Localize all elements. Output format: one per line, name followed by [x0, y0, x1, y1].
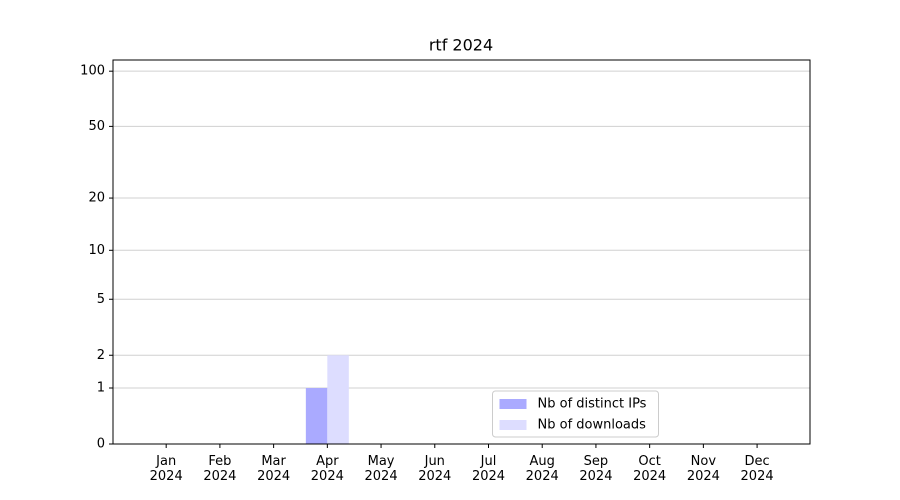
- y-tick-label: 20: [88, 191, 105, 206]
- y-tick-label: 0: [97, 437, 105, 452]
- x-tick-label: Jun 2024: [418, 454, 451, 484]
- y-tick-label: 100: [80, 64, 105, 79]
- legend-frame: [492, 390, 659, 438]
- legend: Nb of distinct IPs Nb of downloads: [492, 390, 659, 438]
- x-tick-label: Sep 2024: [579, 454, 612, 484]
- x-tick-label: Jul 2024: [472, 454, 505, 484]
- legend-label: Nb of distinct IPs: [538, 397, 647, 412]
- x-tick-label: Jan 2024: [150, 454, 183, 484]
- y-tick-label: 50: [88, 119, 105, 134]
- legend-swatch: [499, 420, 527, 430]
- plot-frame: [112, 59, 811, 445]
- y-tick-label: 5: [97, 292, 105, 307]
- y-tick-label: 10: [88, 243, 105, 258]
- chart-title: rtf 2024: [429, 36, 493, 55]
- y-tick-label: 2: [97, 348, 105, 363]
- x-tick-label: Apr 2024: [311, 454, 344, 484]
- x-tick-label: Aug 2024: [526, 454, 559, 484]
- bar: [305, 388, 328, 444]
- x-tick-label: Nov 2024: [687, 454, 720, 484]
- x-tick-label: Feb 2024: [203, 454, 236, 484]
- x-tick-label: May 2024: [365, 454, 398, 484]
- legend-label: Nb of downloads: [538, 418, 647, 433]
- x-tick-label: Mar 2024: [257, 454, 290, 484]
- bar: [327, 355, 349, 444]
- y-tick-label: 1: [97, 381, 105, 396]
- x-tick-label: Dec 2024: [741, 454, 774, 484]
- x-tick-label: Oct 2024: [633, 454, 666, 484]
- legend-swatch: [499, 399, 527, 409]
